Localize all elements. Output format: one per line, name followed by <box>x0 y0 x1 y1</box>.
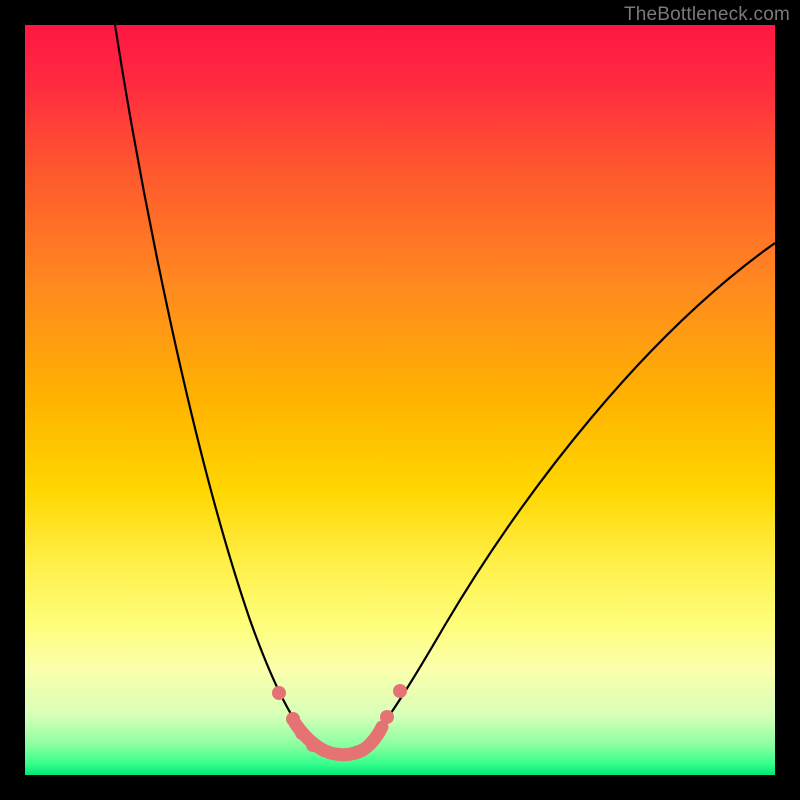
marker-dot <box>393 684 407 698</box>
marker-dot <box>272 686 286 700</box>
marker-dot <box>286 712 300 726</box>
gradient-background <box>25 25 775 775</box>
watermark-text: TheBottleneck.com <box>624 4 790 26</box>
bottleneck-chart <box>25 25 775 775</box>
chart-svg <box>25 25 775 775</box>
marker-dot <box>380 710 394 724</box>
marker-dot <box>306 738 320 752</box>
marker-dot <box>295 726 309 740</box>
